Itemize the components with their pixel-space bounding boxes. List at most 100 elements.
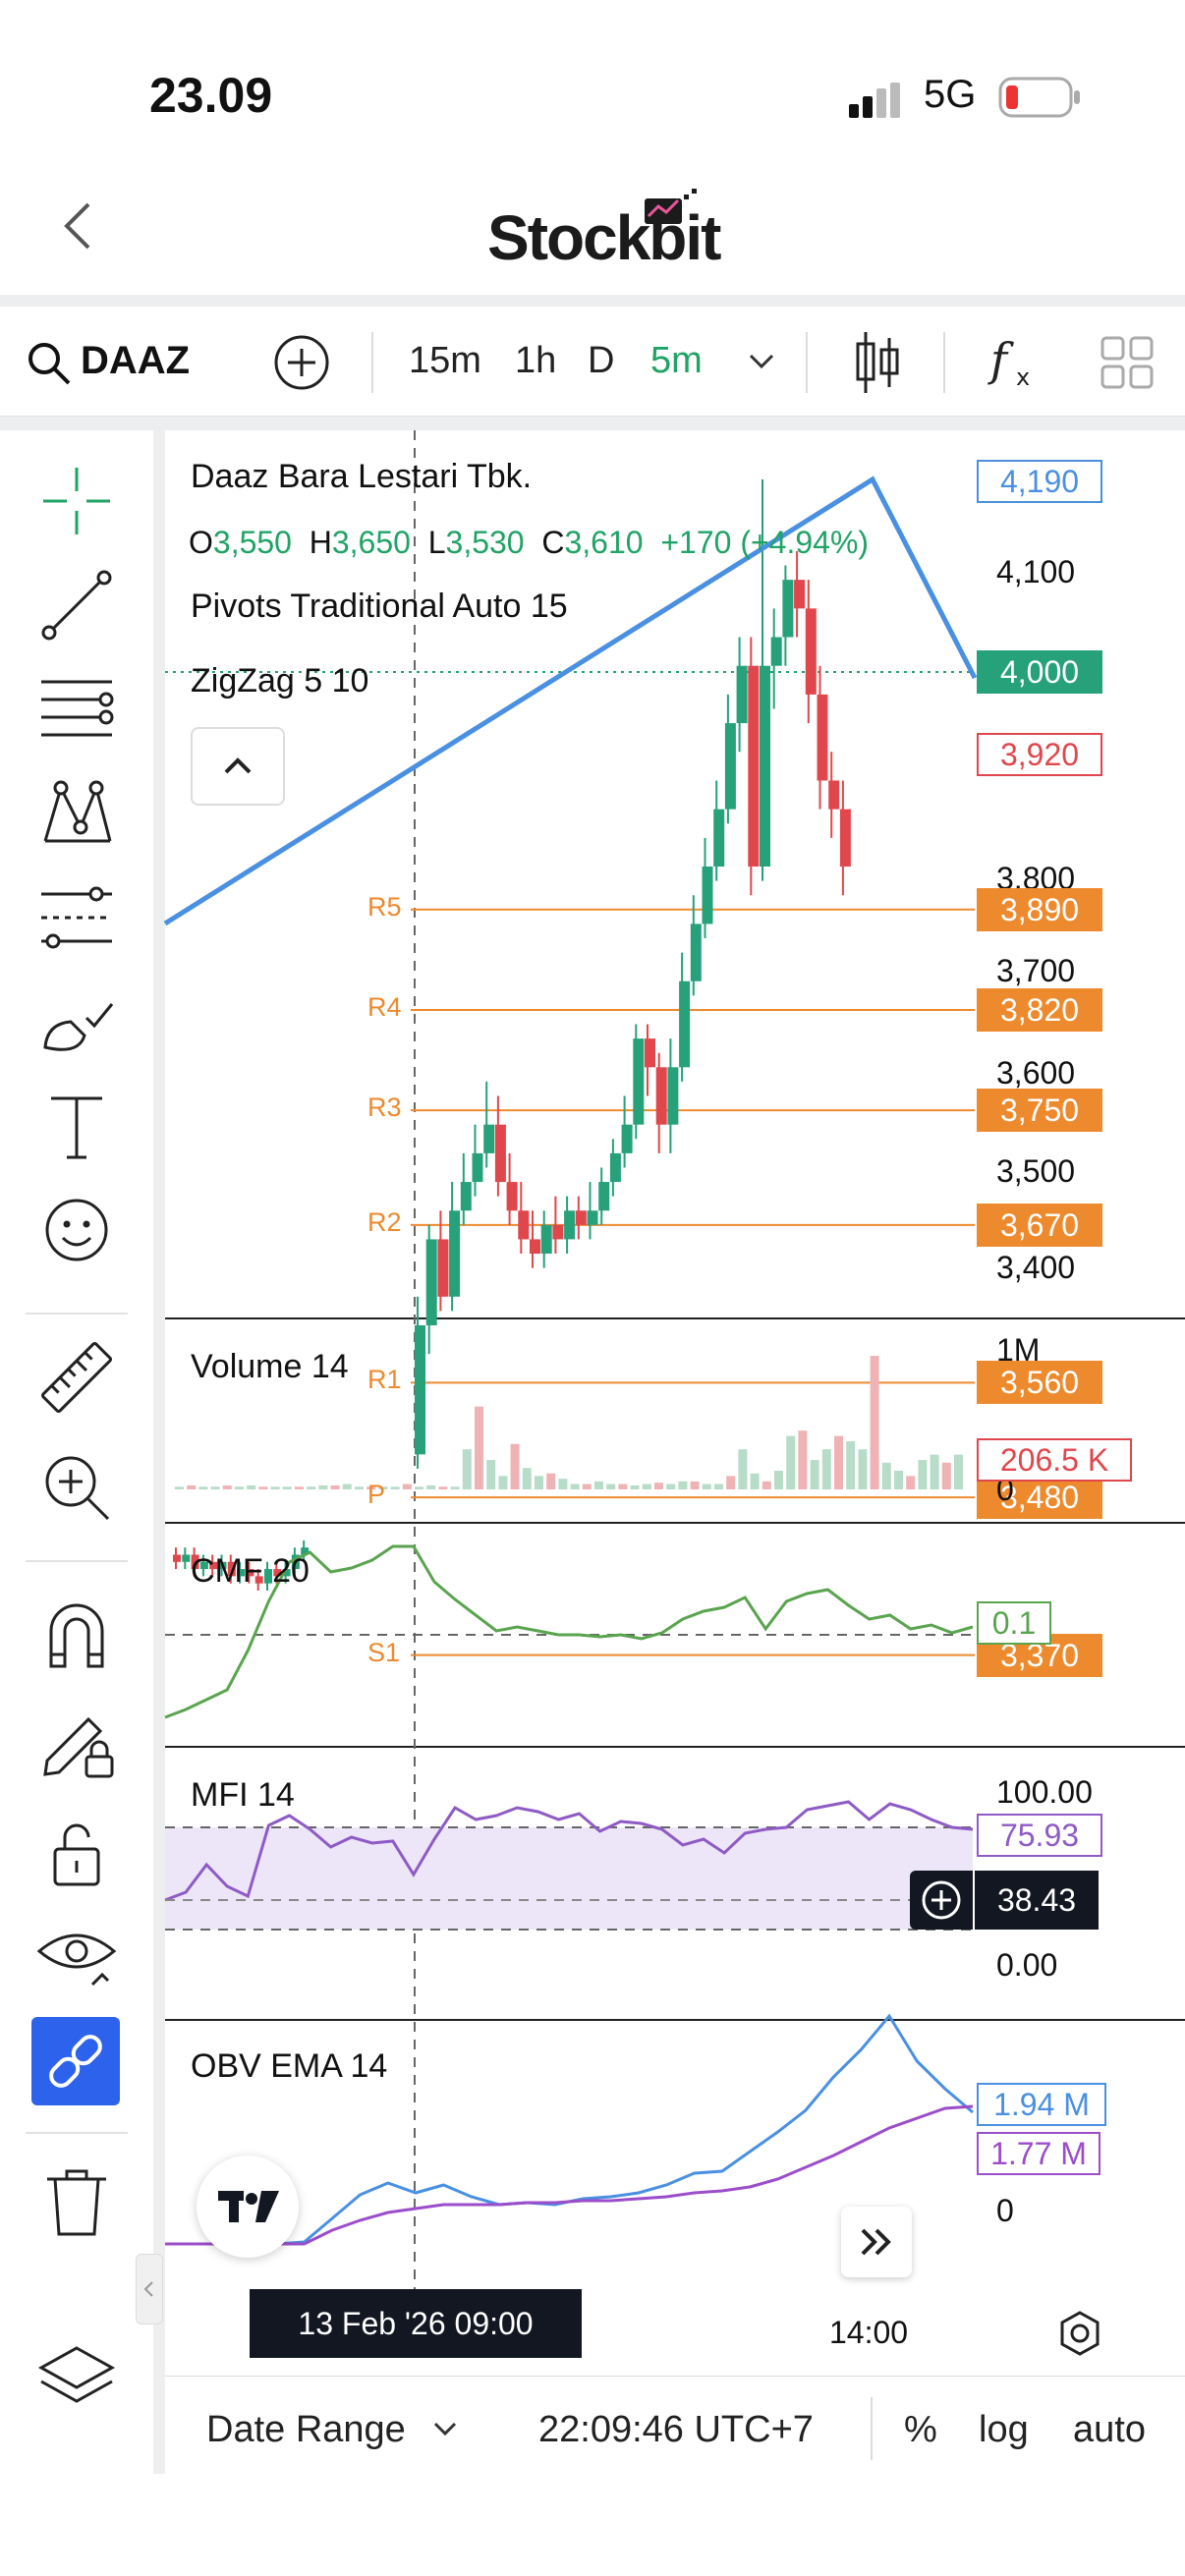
- volume-bar: [954, 1454, 963, 1489]
- volume-bar: [486, 1460, 496, 1489]
- candle-body: [724, 723, 736, 810]
- volume-bar: [510, 1443, 520, 1489]
- toolbar-divider-bar: [0, 417, 1185, 430]
- layers-tool[interactable]: [33, 2336, 120, 2423]
- add-compare-button[interactable]: [273, 334, 330, 396]
- pivot-label-r5: R5: [367, 891, 402, 922]
- volume-bar: [618, 1484, 628, 1489]
- logo-mark-icon: [645, 189, 700, 233]
- trend-line-tool[interactable]: [33, 562, 120, 648]
- candlestick-type-icon[interactable]: [853, 330, 902, 400]
- interval-5m-active[interactable]: 5m: [650, 340, 703, 381]
- mfi-label[interactable]: MFI 14: [191, 1776, 295, 1814]
- date-range-button[interactable]: Date Range: [206, 2409, 406, 2450]
- layout-grid-icon[interactable]: [1100, 336, 1154, 394]
- candle-body: [530, 1239, 540, 1255]
- volume-bar: [198, 1486, 208, 1489]
- ticker-symbol[interactable]: DAAZ: [81, 339, 191, 382]
- volume-bar: [367, 1486, 376, 1489]
- ruler-icon: [40, 1341, 113, 1414]
- projection-tool[interactable]: [33, 874, 120, 961]
- delete-tool[interactable]: [33, 2157, 120, 2244]
- candle-body: [494, 1124, 506, 1183]
- volume-bar: [222, 1484, 232, 1489]
- volume-bar: [678, 1481, 688, 1489]
- pivot-lines: [411, 908, 975, 1656]
- crosshair-icon: [43, 468, 110, 534]
- scroll-to-latest-button[interactable]: [841, 2207, 912, 2277]
- volume-label[interactable]: Volume 14: [191, 1348, 349, 1385]
- candle-body: [218, 1561, 227, 1570]
- visibility-tool[interactable]: [33, 1912, 120, 1998]
- collapse-sidebar-handle[interactable]: [136, 2254, 163, 2324]
- status-time: 23.09: [149, 68, 273, 123]
- date-range-chevron-icon[interactable]: [432, 2419, 458, 2445]
- link-tool-active[interactable]: [31, 2017, 120, 2105]
- link-icon: [49, 2035, 102, 2088]
- layers-icon: [37, 2346, 116, 2403]
- tradingview-logo[interactable]: [197, 2156, 299, 2258]
- time-tick: 14:00: [829, 2315, 909, 2350]
- cmf-label[interactable]: CMF 20: [191, 1552, 310, 1590]
- volume-bar: [402, 1484, 412, 1489]
- pivot-label-s1: S1: [367, 1637, 401, 1667]
- interval-1h[interactable]: 1h: [515, 340, 557, 381]
- obv-ema-line: [165, 2104, 974, 2246]
- svg-text:x: x: [1016, 364, 1030, 391]
- search-icon[interactable]: [26, 340, 73, 392]
- volume-bar: [175, 1486, 184, 1489]
- volume-bar: [906, 1476, 916, 1489]
- zoom-tool[interactable]: [33, 1444, 120, 1531]
- pattern-tool[interactable]: [33, 770, 120, 857]
- volume-value-label: 206.5 K: [977, 1438, 1132, 1482]
- indicator-pivots-label[interactable]: Pivots Traditional Auto 15: [191, 588, 568, 625]
- pivot-label-r2: R2: [367, 1206, 402, 1237]
- magnet-tool[interactable]: [33, 1592, 120, 1678]
- candle-body: [291, 1554, 300, 1570]
- brush-tool[interactable]: [33, 979, 120, 1065]
- candle-body: [483, 1124, 495, 1153]
- pivot-label-r3: R3: [367, 1092, 402, 1123]
- text-icon: [51, 1096, 102, 1159]
- candle-body: [770, 637, 782, 666]
- interval-dropdown-chevron-icon[interactable]: [747, 350, 776, 378]
- chart-settings-button[interactable]: [1055, 2309, 1104, 2363]
- mfi-value-label: 75.93: [977, 1814, 1102, 1857]
- lock-drawings-tool[interactable]: [33, 1698, 120, 1784]
- back-button[interactable]: [59, 196, 98, 255]
- emoji-tool[interactable]: [33, 1187, 120, 1273]
- price-tick: 3,600: [996, 1055, 1076, 1091]
- projection-icon: [41, 886, 112, 949]
- network-type: 5G: [924, 73, 977, 116]
- crosshair-add-button[interactable]: [910, 1871, 973, 1930]
- zigzag-high-label: 4,190: [977, 460, 1102, 503]
- volume-bar: [702, 1484, 711, 1489]
- obv-label[interactable]: OBV EMA 14: [191, 2047, 388, 2085]
- candle-body: [237, 1569, 246, 1577]
- interval-15m[interactable]: 15m: [409, 340, 481, 381]
- fib-tool[interactable]: [33, 666, 120, 753]
- percent-scale-toggle[interactable]: %: [904, 2409, 937, 2450]
- log-scale-toggle[interactable]: log: [979, 2409, 1029, 2450]
- clock-timezone[interactable]: 22:09:46 UTC+7: [538, 2409, 814, 2450]
- ruler-tool[interactable]: [33, 1334, 120, 1421]
- pivot-label-r4: R4: [367, 991, 402, 1022]
- unlock-tool[interactable]: [33, 1808, 120, 1894]
- volume-bar: [750, 1473, 760, 1489]
- collapse-legend-button[interactable]: [191, 727, 285, 806]
- crosshair-tool[interactable]: [33, 458, 120, 544]
- indicator-zigzag-label[interactable]: ZigZag 5 10: [191, 662, 369, 700]
- low-value: 3,530: [445, 525, 525, 560]
- candle-body: [828, 780, 840, 810]
- candle-body: [575, 1210, 587, 1225]
- text-tool[interactable]: [33, 1083, 120, 1169]
- volume-bar: [438, 1486, 448, 1489]
- interval-d[interactable]: D: [588, 340, 615, 381]
- auto-scale-toggle[interactable]: auto: [1073, 2409, 1146, 2450]
- candle-body: [748, 665, 760, 868]
- candle-body: [645, 1038, 655, 1068]
- tools-separator: [26, 2132, 128, 2134]
- open-label: O: [189, 525, 213, 560]
